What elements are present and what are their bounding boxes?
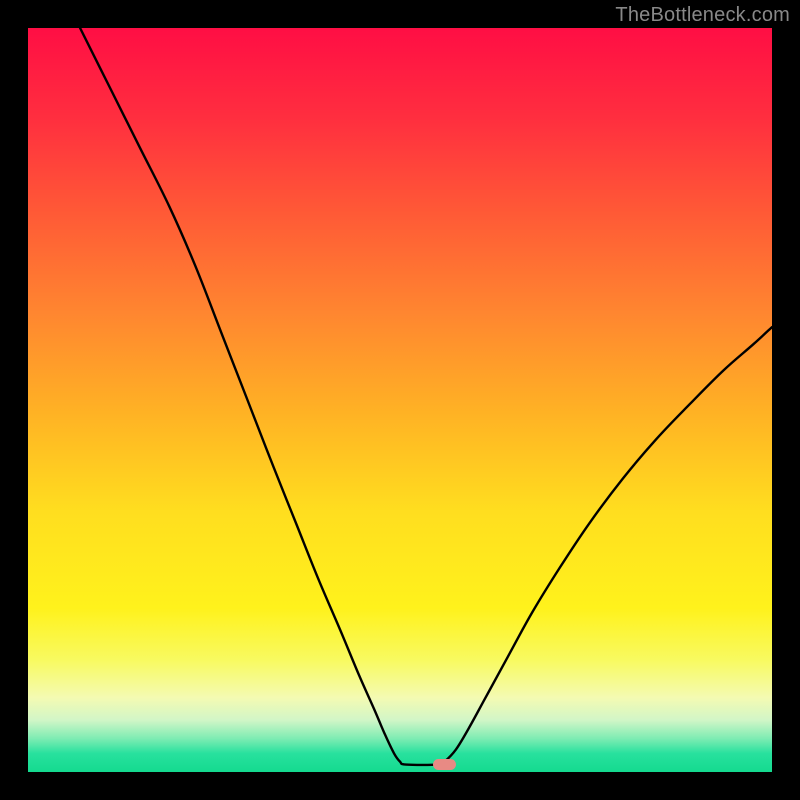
watermark-text: TheBottleneck.com — [615, 4, 790, 27]
chart-curve-layer — [28, 28, 772, 772]
chart-plot-area — [28, 28, 772, 772]
optimal-point-marker — [433, 759, 455, 770]
bottleneck-curve — [80, 28, 772, 765]
